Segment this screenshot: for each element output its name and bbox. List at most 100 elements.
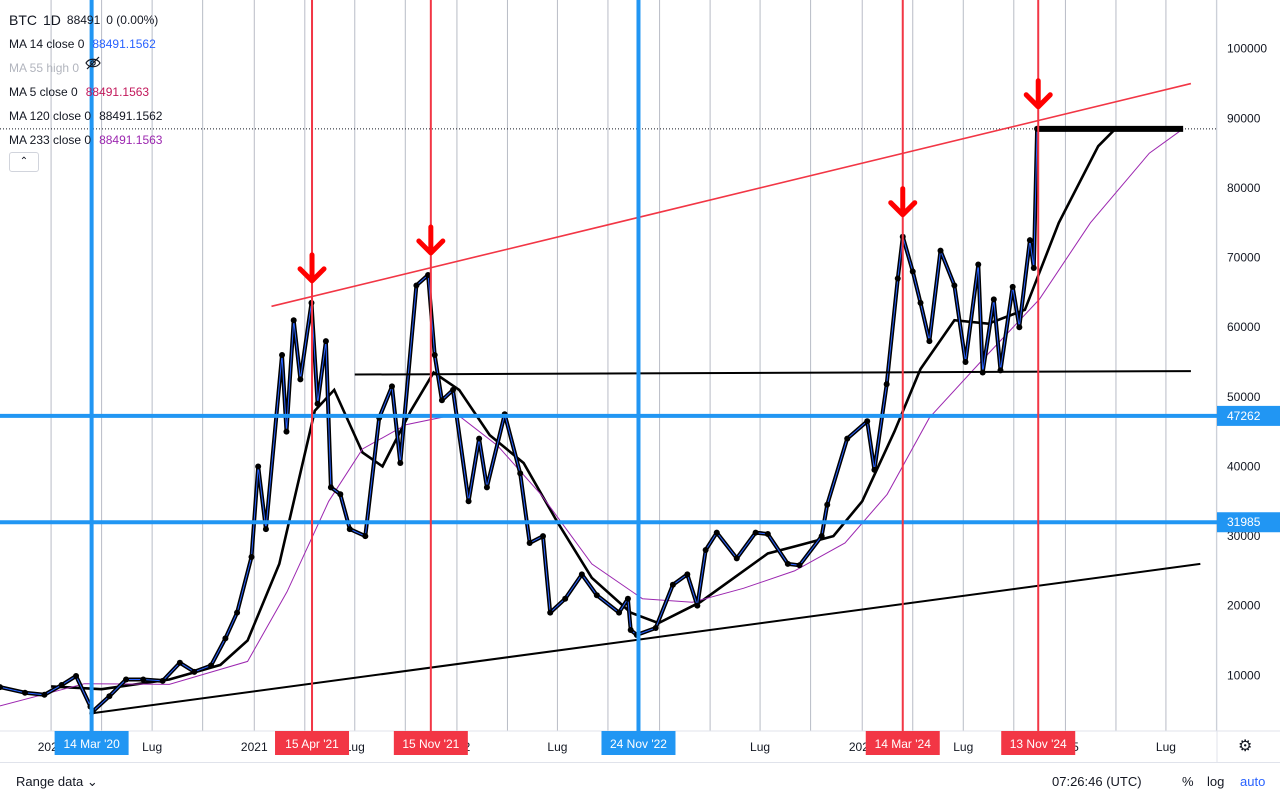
price-point	[397, 459, 404, 466]
price-point	[322, 338, 329, 345]
date-marker-tag	[393, 731, 468, 755]
price-level-tag	[1217, 512, 1280, 533]
chart-legend: BTC 1D 88491 0 (0.00%) MA 14 close 0 884…	[9, 8, 162, 152]
y-tick-label: 60000	[1227, 320, 1261, 334]
legend-ma-row[interactable]: MA 55 high 0	[9, 56, 162, 80]
red-arrow-annotation	[297, 252, 327, 284]
price-point	[191, 668, 198, 675]
last-price: 88491	[66, 13, 101, 27]
date-marker-tag	[865, 731, 940, 755]
ma14-line	[0, 128, 1039, 713]
price-point	[844, 435, 851, 442]
ma-label: MA 233 close 0	[9, 133, 92, 147]
price-point	[517, 470, 524, 477]
interval-label[interactable]: 1D	[43, 12, 61, 28]
price-point	[73, 673, 80, 680]
y-tick-label: 30000	[1227, 529, 1261, 543]
date-marker-label: 13 Nov '24	[1010, 737, 1067, 751]
price-chart[interactable]: 10000 20000 30000 40000 50000 60000 70000 80000…	[0, 0, 1280, 762]
range-data-button[interactable]: Range data ⌄	[16, 774, 98, 790]
legend-symbol-row: BTC 1D 88491 0 (0.00%)	[9, 8, 162, 32]
price-point	[871, 466, 878, 473]
price-point	[1026, 237, 1033, 244]
x-tick-label: Lug	[142, 740, 162, 754]
legend-ma-row[interactable]: MA 233 close 0 88491.1563	[9, 128, 162, 152]
ma-label: MA 5 close 0	[9, 85, 78, 99]
eye-off-icon[interactable]	[85, 56, 101, 70]
trend-line	[354, 370, 1191, 376]
price-point	[0, 684, 3, 691]
y-tick-label: 40000	[1227, 459, 1261, 473]
price-point	[547, 609, 554, 616]
price-point	[262, 526, 269, 533]
price-point	[975, 261, 982, 268]
price-point	[1016, 324, 1023, 331]
y-tick-label: 70000	[1227, 251, 1261, 265]
price-point	[1030, 265, 1037, 272]
ma-value: 88491.1563	[85, 85, 150, 99]
price-point	[21, 689, 28, 696]
range-data-label: Range data	[16, 774, 84, 789]
price-point	[562, 595, 569, 602]
ma-line	[51, 127, 1117, 691]
chevron-down-icon: ⌄	[86, 774, 98, 789]
date-marker-label: 14 Mar '24	[875, 737, 932, 751]
date-marker-tag	[601, 731, 676, 755]
chevron-up-icon: ⌃	[19, 156, 29, 167]
price-point	[669, 581, 676, 588]
price-point	[818, 533, 825, 540]
price-point	[283, 428, 290, 435]
price-point	[431, 352, 438, 359]
price-point	[207, 662, 214, 669]
plot-area	[0, 0, 1217, 731]
log-toggle[interactable]: log	[1207, 774, 1225, 789]
price-point	[140, 676, 147, 683]
y-tick-label: 10000	[1227, 668, 1261, 682]
date-marker-tag	[275, 731, 350, 755]
date-marker-tag	[54, 731, 129, 755]
date-marker-label: 15 Apr '21	[285, 737, 339, 751]
ma-value: 88491.1562	[99, 109, 163, 123]
legend-collapse-button[interactable]: ⌃	[9, 152, 39, 172]
legend-ma-row[interactable]: MA 14 close 0 88491.1562	[9, 32, 162, 56]
price-point	[864, 418, 871, 425]
price-point	[539, 533, 546, 540]
price-point	[483, 484, 490, 491]
ticker-label[interactable]: BTC	[9, 12, 37, 28]
price-point	[388, 383, 395, 390]
price-point	[450, 386, 457, 393]
price-point	[951, 282, 958, 289]
ma-label: MA 14 close 0	[9, 37, 85, 51]
price-point	[314, 400, 321, 407]
price-point	[425, 271, 432, 278]
percent-toggle[interactable]: %	[1182, 774, 1194, 789]
price-change: 0 (0.00%)	[106, 13, 159, 27]
utc-clock[interactable]: 07:26:46 (UTC)	[1052, 774, 1142, 789]
trend-line	[89, 562, 1201, 715]
price-level-tag	[1217, 405, 1280, 426]
price-point	[346, 526, 353, 533]
y-tick-label: 20000	[1227, 599, 1261, 613]
red-arrow-annotation	[888, 186, 918, 218]
price-level-label: 31985	[1227, 515, 1261, 529]
y-tick-label: 80000	[1227, 181, 1261, 195]
price-point	[990, 296, 997, 303]
price-point	[624, 595, 631, 602]
auto-toggle[interactable]: auto	[1240, 774, 1266, 789]
legend-ma-row[interactable]: MA 5 close 0 88491.1563	[9, 80, 162, 104]
red-arrow-annotation	[416, 224, 446, 256]
price-point	[465, 498, 472, 505]
price-point	[106, 693, 113, 700]
x-tick-label: Lug	[547, 740, 567, 754]
price-point	[222, 635, 229, 642]
price-point	[713, 529, 720, 536]
gear-icon[interactable]: ⚙	[1238, 738, 1253, 755]
legend-ma-row[interactable]: MA 120 close 0 88491.1562	[9, 104, 162, 128]
ma-value: 88491.1562	[92, 37, 156, 51]
date-marker-tag	[1001, 731, 1076, 755]
ma-label: MA 120 close 0	[9, 109, 92, 123]
price-point	[962, 359, 969, 366]
price-point	[733, 555, 740, 562]
price-point	[578, 571, 585, 578]
price-point	[255, 463, 262, 470]
